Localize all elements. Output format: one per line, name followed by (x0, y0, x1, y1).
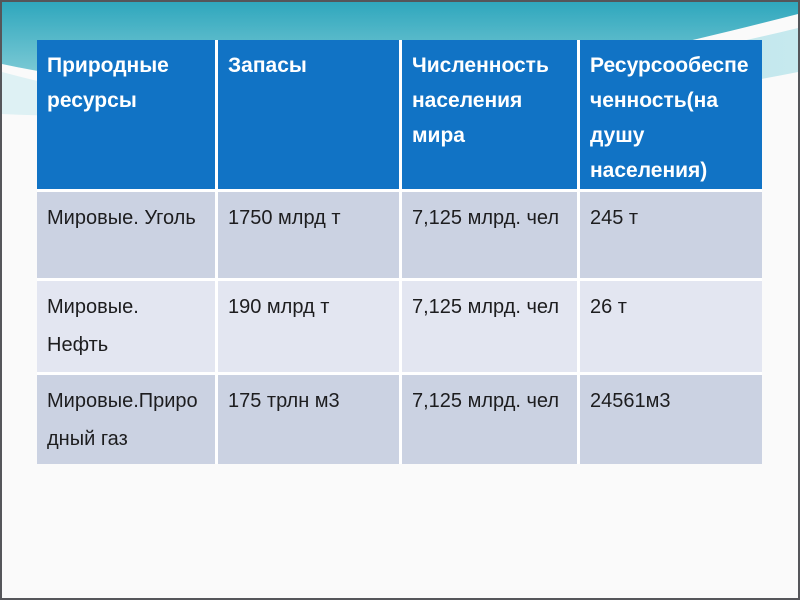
table-cell-oil-per-capita: 26 т (580, 281, 762, 372)
table-cell-oil-name: Мировые. Нефть (37, 281, 215, 372)
header-resource-availability: Ресурсообеспеченность(на душу населения) (580, 40, 762, 189)
table-cell-coal-population: 7,125 млрд. чел (402, 192, 577, 278)
table-cell-coal-reserves: 1750 млрд т (218, 192, 399, 278)
table-cell-gas-per-capita: 24561м3 (580, 375, 762, 464)
table-cell-oil-reserves: 190 млрд т (218, 281, 399, 372)
table-cell-gas-reserves: 175 трлн м3 (218, 375, 399, 464)
header-reserves: Запасы (218, 40, 399, 189)
header-natural-resources: Природные ресурсы (37, 40, 215, 189)
resources-table: Природные ресурсы Запасы Численность нас… (37, 40, 762, 464)
table-cell-coal-name: Мировые. Уголь (37, 192, 215, 278)
table-cell-oil-population: 7,125 млрд. чел (402, 281, 577, 372)
table-cell-gas-population: 7,125 млрд. чел (402, 375, 577, 464)
header-world-population: Численность населения мира (402, 40, 577, 189)
table-cell-gas-name: Мировые.Природный газ (37, 375, 215, 464)
table-cell-coal-per-capita: 245 т (580, 192, 762, 278)
